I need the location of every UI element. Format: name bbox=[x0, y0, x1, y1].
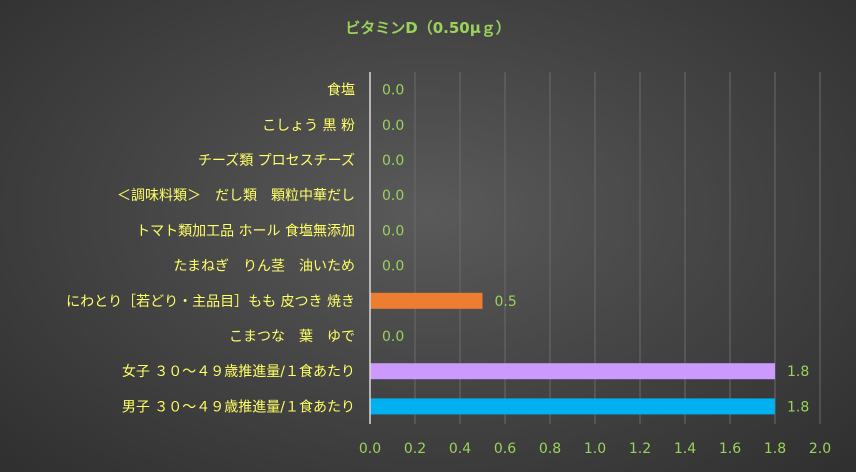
category-label: 女子 ３０～４９歳推進量/１食あたり bbox=[122, 363, 355, 380]
x-tick-label: 1.4 bbox=[674, 441, 696, 457]
data-label: 1.8 bbox=[787, 364, 809, 380]
x-tick-label: 1.6 bbox=[719, 441, 741, 457]
bars bbox=[370, 292, 775, 415]
bar bbox=[370, 292, 483, 309]
x-tick-label: 0.2 bbox=[404, 441, 426, 457]
value-labels: 0.0 0.0 0.0 0.0 0.0 0.0 0.5 0.0 1.8 1.8 bbox=[382, 83, 809, 416]
data-label: 0.0 bbox=[382, 83, 404, 99]
category-label: ＜調味料類＞ だし類 顆粒中華だし bbox=[117, 188, 355, 204]
x-tick-label: 0.8 bbox=[539, 441, 561, 457]
category-label: たまねぎ りん茎 油いため bbox=[173, 259, 355, 275]
chart-title: ビタミンD（0.50μｇ） bbox=[345, 19, 511, 38]
bar bbox=[370, 398, 775, 415]
category-label: 男子 ３０～４９歳推進量/１食あたり bbox=[122, 398, 355, 415]
category-label: にわとり［若どり・主品目］もも 皮つき 焼き bbox=[66, 294, 355, 310]
data-label: 0.5 bbox=[495, 294, 517, 310]
data-label: 0.0 bbox=[382, 329, 404, 345]
category-label: こまつな 葉 ゆで bbox=[229, 329, 355, 345]
data-label: 0.0 bbox=[382, 118, 404, 134]
x-tick-label: 0.6 bbox=[494, 441, 516, 457]
x-tick-label: 1.8 bbox=[764, 441, 786, 457]
x-tick-label: 0.4 bbox=[449, 441, 471, 457]
x-tick-label: 1.2 bbox=[629, 441, 651, 457]
category-label: トマト類加工品 ホール 食塩無添加 bbox=[136, 222, 355, 239]
data-label: 0.0 bbox=[382, 153, 404, 169]
data-label: 1.8 bbox=[787, 399, 809, 415]
data-label: 0.0 bbox=[382, 188, 404, 204]
bar bbox=[370, 363, 775, 380]
category-label: チーズ類 プロセスチーズ bbox=[198, 153, 355, 169]
x-tick-label: 0.0 bbox=[359, 441, 381, 457]
x-axis-tick-labels: 0.0 0.2 0.4 0.6 0.8 1.0 1.2 1.4 1.6 1.8 2.0 bbox=[359, 441, 831, 457]
x-tick-label: 1.0 bbox=[584, 441, 606, 457]
category-label: 食塩 bbox=[327, 82, 355, 99]
gridlines bbox=[414, 72, 821, 424]
data-label: 0.0 bbox=[382, 259, 404, 275]
category-label: こしょう 黒 粉 bbox=[262, 118, 355, 134]
x-tick-label: 2.0 bbox=[809, 441, 831, 457]
data-label: 0.0 bbox=[382, 223, 404, 239]
